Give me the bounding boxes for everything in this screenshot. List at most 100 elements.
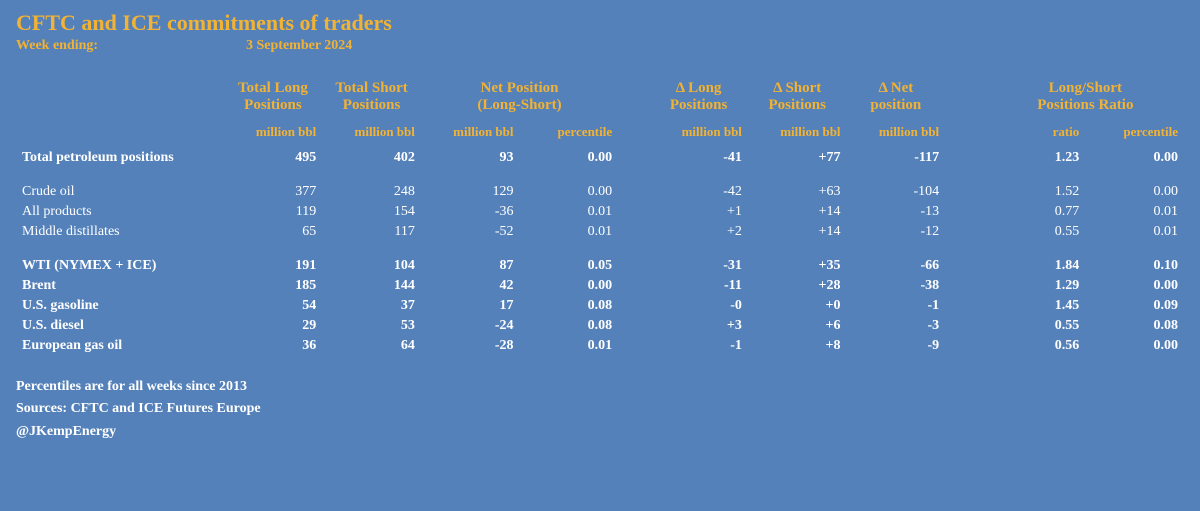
row-name: Crude oil bbox=[16, 182, 224, 202]
unit-dlong: million bbl bbox=[649, 122, 748, 148]
cell-short: 248 bbox=[322, 182, 421, 202]
cell-short: 53 bbox=[322, 316, 421, 336]
cell-ratio-pct: 0.01 bbox=[1085, 222, 1184, 242]
cell-net: 93 bbox=[421, 148, 520, 168]
cell-ratio-pct: 0.00 bbox=[1085, 148, 1184, 168]
cell-ratio: 0.55 bbox=[987, 222, 1086, 242]
cell-long: 185 bbox=[224, 276, 323, 296]
cell-dlong: -0 bbox=[649, 296, 748, 316]
col-dlong-bot: Positions bbox=[649, 97, 748, 122]
col-dnet-bot: position bbox=[847, 97, 946, 122]
cell-short: 64 bbox=[322, 336, 421, 356]
cell-short: 144 bbox=[322, 276, 421, 296]
table-row: Crude oil3772481290.00-42+63-1041.520.00 bbox=[16, 182, 1184, 202]
cell-dlong: -41 bbox=[649, 148, 748, 168]
col-short-bot: Positions bbox=[322, 97, 421, 122]
cell-dnet: -9 bbox=[847, 336, 946, 356]
cell-net-pct: 0.00 bbox=[520, 148, 619, 168]
cell-dshort: +14 bbox=[748, 222, 847, 242]
cell-ratio-pct: 0.09 bbox=[1085, 296, 1184, 316]
col-net-bot: (Long-Short) bbox=[421, 97, 618, 122]
cell-net: -28 bbox=[421, 336, 520, 356]
footer-note: Percentiles are for all weeks since 2013 bbox=[16, 376, 1184, 398]
week-row: Week ending: 3 September 2024 bbox=[16, 38, 1184, 54]
footer-handle: @JKempEnergy bbox=[16, 421, 1184, 443]
cell-ratio: 1.29 bbox=[987, 276, 1086, 296]
footer-source: Sources: CFTC and ICE Futures Europe bbox=[16, 398, 1184, 420]
cell-short: 37 bbox=[322, 296, 421, 316]
cell-long: 65 bbox=[224, 222, 323, 242]
cell-ratio-pct: 0.01 bbox=[1085, 202, 1184, 222]
cell-net: 87 bbox=[421, 256, 520, 276]
cell-dlong: +1 bbox=[649, 202, 748, 222]
cell-ratio-pct: 0.00 bbox=[1085, 182, 1184, 202]
cell-dlong: -1 bbox=[649, 336, 748, 356]
cell-dnet: -66 bbox=[847, 256, 946, 276]
cell-short: 154 bbox=[322, 202, 421, 222]
table-row: All products119154-360.01+1+14-130.770.0… bbox=[16, 202, 1184, 222]
col-dshort-top: Δ Short bbox=[748, 78, 847, 97]
unit-net: million bbl bbox=[421, 122, 520, 148]
cell-long: 29 bbox=[224, 316, 323, 336]
cell-net-pct: 0.05 bbox=[520, 256, 619, 276]
cell-dlong: +2 bbox=[649, 222, 748, 242]
cell-dshort: +28 bbox=[748, 276, 847, 296]
cell-ratio: 0.77 bbox=[987, 202, 1086, 222]
col-long-top: Total Long bbox=[224, 78, 323, 97]
cell-long: 54 bbox=[224, 296, 323, 316]
cell-long: 36 bbox=[224, 336, 323, 356]
cell-net-pct: 0.00 bbox=[520, 182, 619, 202]
cell-net-pct: 0.01 bbox=[520, 222, 619, 242]
unit-ratio-pct: percentile bbox=[1085, 122, 1184, 148]
col-dlong-top: Δ Long bbox=[649, 78, 748, 97]
cell-dnet: -117 bbox=[847, 148, 946, 168]
cell-dlong: -42 bbox=[649, 182, 748, 202]
cell-net-pct: 0.00 bbox=[520, 276, 619, 296]
cell-dnet: -3 bbox=[847, 316, 946, 336]
cell-short: 117 bbox=[322, 222, 421, 242]
cell-ratio-pct: 0.00 bbox=[1085, 336, 1184, 356]
positions-table: Total Long Total Short Net Position Δ Lo… bbox=[16, 78, 1184, 356]
cell-ratio: 1.52 bbox=[987, 182, 1086, 202]
table-row: European gas oil3664-280.01-1+8-90.560.0… bbox=[16, 336, 1184, 356]
col-long-bot: Positions bbox=[224, 97, 323, 122]
table-row: U.S. gasoline5437170.08-0+0-11.450.09 bbox=[16, 296, 1184, 316]
col-net-top: Net Position bbox=[421, 78, 618, 97]
cell-ratio-pct: 0.10 bbox=[1085, 256, 1184, 276]
week-value: 3 September 2024 bbox=[246, 38, 352, 54]
unit-dshort: million bbl bbox=[748, 122, 847, 148]
row-name: U.S. diesel bbox=[16, 316, 224, 336]
cell-ratio: 0.55 bbox=[987, 316, 1086, 336]
cell-dnet: -104 bbox=[847, 182, 946, 202]
cell-net: -52 bbox=[421, 222, 520, 242]
row-name: U.S. gasoline bbox=[16, 296, 224, 316]
cell-net-pct: 0.08 bbox=[520, 316, 619, 336]
cell-short: 402 bbox=[322, 148, 421, 168]
cell-dshort: +63 bbox=[748, 182, 847, 202]
table-row: Total petroleum positions495402930.00-41… bbox=[16, 148, 1184, 168]
cell-dshort: +77 bbox=[748, 148, 847, 168]
unit-short: million bbl bbox=[322, 122, 421, 148]
cell-dshort: +35 bbox=[748, 256, 847, 276]
cell-dnet: -38 bbox=[847, 276, 946, 296]
cell-ratio: 1.84 bbox=[987, 256, 1086, 276]
row-name: WTI (NYMEX + ICE) bbox=[16, 256, 224, 276]
row-name: Total petroleum positions bbox=[16, 148, 224, 168]
table-row: U.S. diesel2953-240.08+3+6-30.550.08 bbox=[16, 316, 1184, 336]
cell-dlong: -31 bbox=[649, 256, 748, 276]
col-ratio-top: Long/Short bbox=[987, 78, 1184, 97]
cell-dshort: +14 bbox=[748, 202, 847, 222]
week-label: Week ending: bbox=[16, 38, 246, 54]
unit-ratio: ratio bbox=[987, 122, 1086, 148]
cell-long: 495 bbox=[224, 148, 323, 168]
cell-dshort: +6 bbox=[748, 316, 847, 336]
footer: Percentiles are for all weeks since 2013… bbox=[16, 376, 1184, 443]
cell-dnet: -12 bbox=[847, 222, 946, 242]
unit-net-pct: percentile bbox=[520, 122, 619, 148]
cell-ratio: 1.23 bbox=[987, 148, 1086, 168]
col-short-top: Total Short bbox=[322, 78, 421, 97]
cell-ratio-pct: 0.00 bbox=[1085, 276, 1184, 296]
report-page: CFTC and ICE commitments of traders Week… bbox=[0, 0, 1200, 443]
table-row: Middle distillates65117-520.01+2+14-120.… bbox=[16, 222, 1184, 242]
table-row: WTI (NYMEX + ICE)191104870.05-31+35-661.… bbox=[16, 256, 1184, 276]
